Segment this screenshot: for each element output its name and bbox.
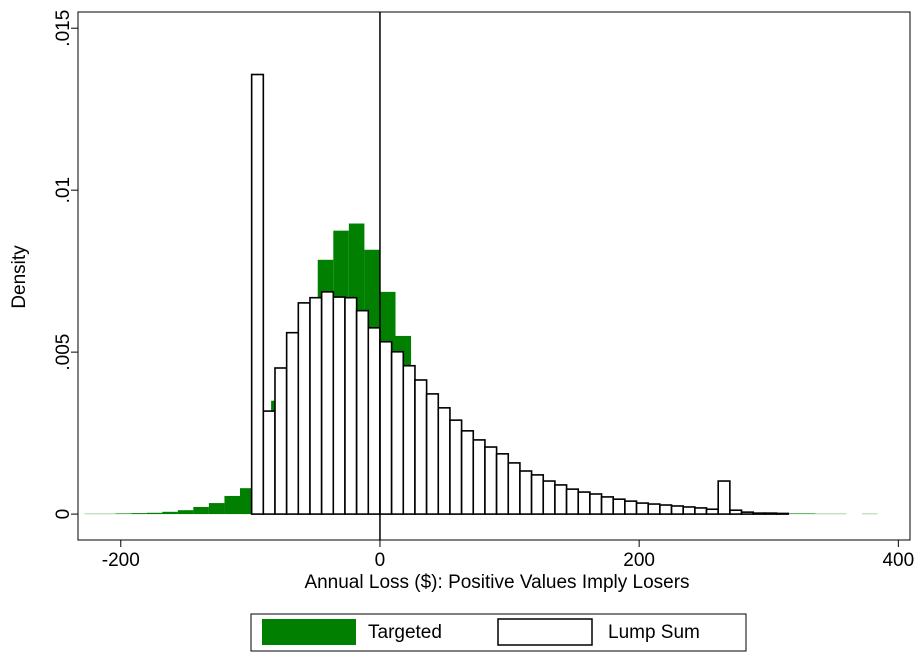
bar xyxy=(262,410,276,515)
x-tick-label: -200 xyxy=(102,550,140,571)
bar xyxy=(624,500,638,515)
bar xyxy=(694,507,708,515)
bar xyxy=(355,309,370,515)
plot-frame xyxy=(77,11,911,541)
legend-swatch xyxy=(497,618,593,646)
bar xyxy=(775,512,789,515)
bar xyxy=(729,509,743,515)
bar xyxy=(224,495,240,515)
bar xyxy=(309,296,323,515)
bar xyxy=(612,498,626,515)
y-tick-label: .005 xyxy=(53,334,74,371)
bar xyxy=(554,484,568,515)
bar xyxy=(495,453,510,515)
x-tick-label: 0 xyxy=(375,550,386,571)
bar xyxy=(208,503,225,515)
y-tick-label: 0 xyxy=(53,509,74,520)
bar xyxy=(390,350,405,515)
bar xyxy=(530,474,545,515)
y-tick-label: .015 xyxy=(53,10,74,47)
bar xyxy=(414,379,428,515)
x-tick-label: 200 xyxy=(623,550,655,571)
bar xyxy=(507,462,521,515)
bar xyxy=(297,302,311,515)
bar xyxy=(344,296,358,515)
bar xyxy=(659,504,673,515)
bar xyxy=(472,439,486,515)
bar xyxy=(589,493,603,515)
bar xyxy=(460,430,475,515)
bar xyxy=(565,488,580,515)
y-axis-title: Density xyxy=(9,245,30,309)
bar xyxy=(320,291,335,515)
x-axis-title: Annual Loss ($): Positive Values Imply L… xyxy=(304,572,689,593)
bar xyxy=(577,491,591,515)
bar xyxy=(740,511,754,515)
x-tick-label: 400 xyxy=(882,550,914,571)
bar xyxy=(162,511,178,515)
bar xyxy=(146,512,163,515)
y-tick-label: .01 xyxy=(53,177,74,203)
plot-area xyxy=(84,73,878,515)
bar xyxy=(542,480,556,515)
legend-label: Lump Sum xyxy=(608,622,700,643)
legend-swatch xyxy=(262,619,356,645)
bar xyxy=(115,513,132,515)
bar xyxy=(647,503,661,515)
bar xyxy=(274,367,288,515)
bar xyxy=(752,512,766,515)
bar xyxy=(250,73,265,515)
bar xyxy=(600,496,615,515)
bar xyxy=(425,393,440,515)
bar xyxy=(402,364,416,515)
bar xyxy=(705,508,719,515)
bar xyxy=(799,513,816,515)
bar xyxy=(784,513,800,515)
bar xyxy=(379,340,393,515)
bar xyxy=(177,510,194,515)
bar xyxy=(193,506,209,515)
bar xyxy=(285,331,300,515)
bar xyxy=(519,470,533,515)
legend-label: Targeted xyxy=(368,622,442,643)
bar xyxy=(367,327,381,515)
bar xyxy=(764,512,778,515)
bar xyxy=(682,506,696,515)
bar xyxy=(131,513,147,515)
bar xyxy=(449,419,463,515)
bar xyxy=(717,480,731,515)
bar xyxy=(332,296,346,515)
bar xyxy=(484,446,498,515)
bar xyxy=(670,505,685,515)
bar xyxy=(635,502,650,515)
bar xyxy=(437,407,451,515)
